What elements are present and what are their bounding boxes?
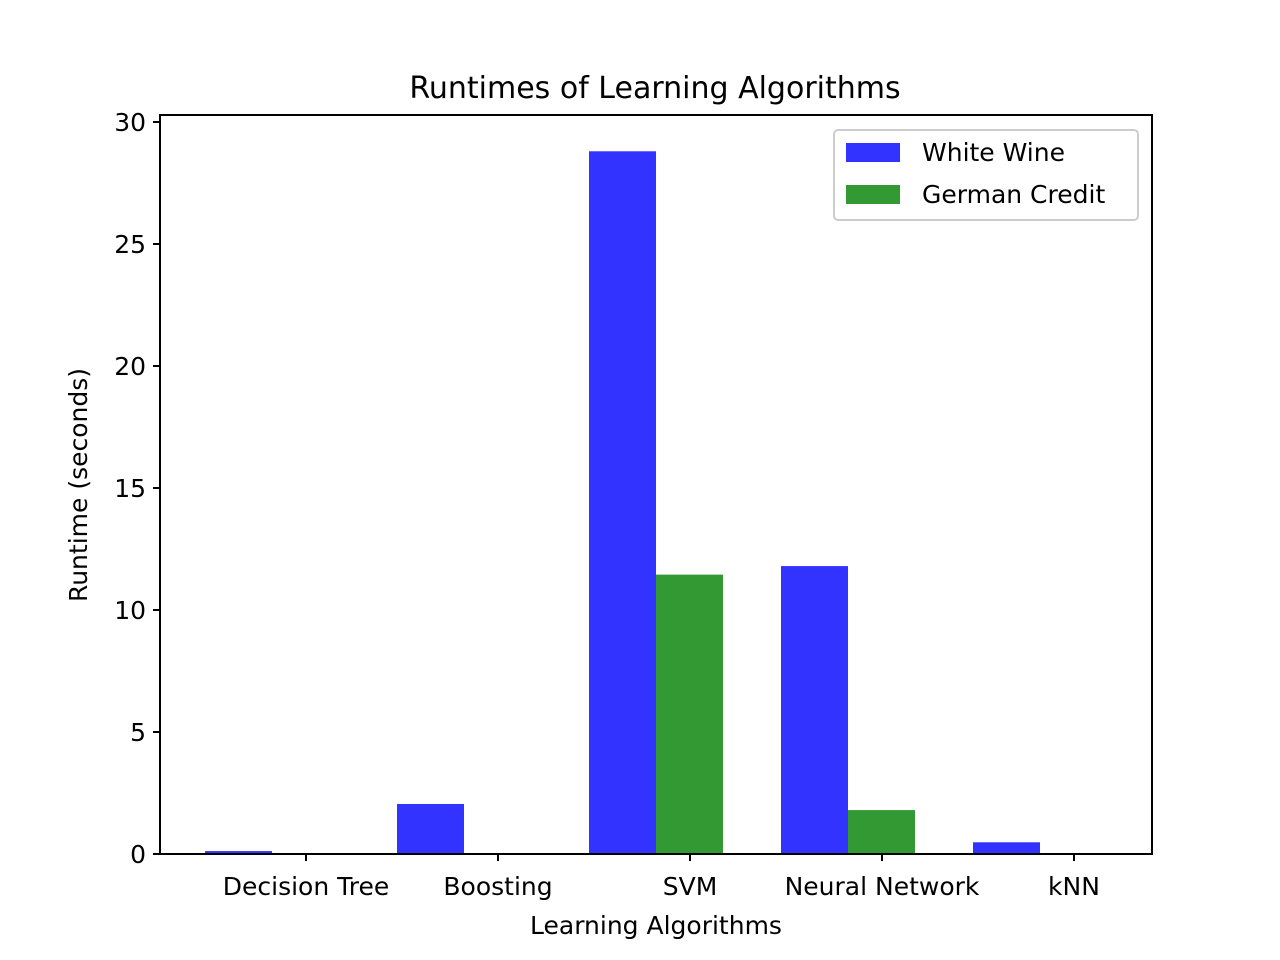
x-tick-label: Neural Network	[785, 872, 980, 901]
bar-german-credit-neural-network	[848, 810, 915, 854]
x-tick-label: Boosting	[443, 872, 552, 901]
y-axis-label: Runtime (seconds)	[64, 368, 93, 602]
y-tick-label: 5	[130, 718, 146, 747]
legend-label-white-wine: White Wine	[922, 138, 1065, 167]
legend: White Wine German Credit	[833, 129, 1139, 221]
legend-swatch-white-wine	[846, 143, 900, 162]
plot-frame	[159, 114, 1153, 855]
bar-white-wine-boosting	[397, 803, 464, 854]
x-tick-label: kNN	[1048, 872, 1100, 901]
y-tick-label: 20	[114, 352, 146, 381]
y-axis-ticks: 0 5 10 15 20 25 30	[114, 108, 160, 869]
legend-label-german-credit: German Credit	[922, 180, 1105, 209]
legend-box	[833, 129, 1139, 221]
chart-title: Runtimes of Learning Algorithms	[409, 71, 900, 106]
y-tick-label: 15	[114, 474, 146, 503]
x-axis-label: Learning Algorithms	[530, 911, 782, 940]
bar-german-credit-svm	[656, 574, 723, 854]
bar-white-wine-svm	[589, 151, 656, 854]
x-axis-ticks: Decision Tree Boosting SVM Neural Network kN…	[223, 854, 1100, 901]
y-tick-label: 25	[114, 230, 146, 259]
y-tick-label: 30	[114, 108, 146, 137]
bar-white-wine-neural-network	[781, 566, 848, 854]
y-tick-label: 10	[114, 596, 146, 625]
bar-white-wine-knn	[973, 842, 1040, 854]
x-tick-label: Decision Tree	[223, 872, 389, 901]
x-tick-label: SVM	[663, 872, 718, 901]
y-tick-label: 0	[130, 840, 146, 869]
legend-swatch-german-credit	[846, 185, 900, 204]
bar-white-wine-decision-tree	[205, 851, 272, 854]
bars-group	[205, 151, 1107, 854]
